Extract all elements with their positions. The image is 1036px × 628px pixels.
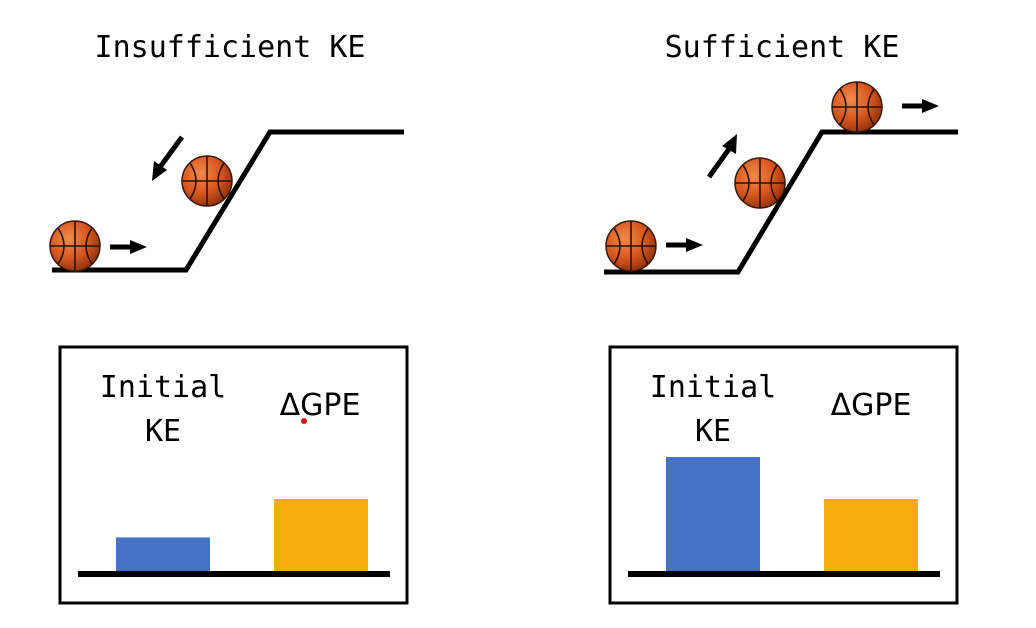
right-ramp [604, 129, 958, 275]
left-delta-gpe-label: ΔGPE [280, 388, 361, 423]
left-delta-gpe-bar [274, 499, 368, 571]
left-arrow-down-left-icon [152, 135, 185, 181]
left-ball-start-icon [49, 220, 101, 272]
left-arrow-right-icon [110, 240, 147, 254]
right-initial-ke-bar [666, 457, 760, 571]
left-chart-frame [58, 345, 409, 605]
right-arrow-top-right-icon [902, 99, 939, 113]
right-ball-climbing-icon [734, 157, 786, 209]
right-arrow-right-icon [666, 238, 703, 252]
left-title: Insufficient KE [95, 30, 366, 65]
right-delta-gpe-label: ΔGPE [831, 388, 912, 423]
left-initial-ke-bar [116, 537, 210, 571]
right-arrow-up-right-icon [706, 134, 737, 179]
right-title: Sufficient KE [665, 30, 900, 65]
right-ball-start-icon [605, 220, 657, 272]
right-delta-gpe-bar [824, 499, 918, 571]
right-chart-frame [608, 345, 959, 605]
right-initial-ke-label-line1: Initial [650, 370, 776, 405]
left-ramp [52, 129, 404, 273]
left-initial-ke-label-line2: KE [145, 414, 181, 449]
right-initial-ke-label-line2: KE [695, 414, 731, 449]
left-ball-rolling-back-icon [181, 155, 233, 207]
left-initial-ke-label-line1: Initial [100, 370, 226, 405]
right-ball-top-icon [831, 81, 883, 133]
left-annotation-dot [301, 418, 307, 424]
